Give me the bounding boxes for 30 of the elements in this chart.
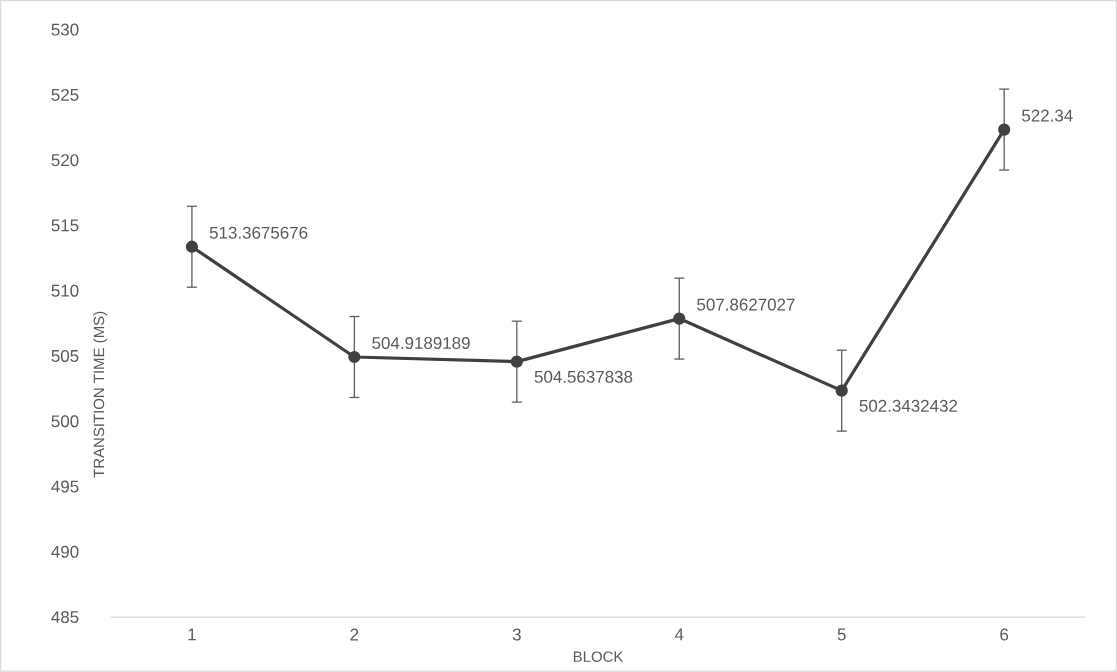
point	[185, 240, 199, 253]
y-tick-label: 510	[51, 284, 79, 297]
data-label: 502.3432432	[859, 400, 958, 412]
x-tick-label: 3	[512, 628, 521, 641]
point	[835, 384, 848, 397]
y-tick-label: 520	[51, 154, 79, 167]
x-tick-label: 6	[1000, 628, 1009, 641]
x-tick-label: 4	[674, 628, 684, 641]
point	[348, 351, 361, 364]
y-axis-title: TRANSITION TIME (MS)	[93, 311, 108, 478]
point	[998, 123, 1011, 136]
y-tick-label: 485	[51, 611, 79, 624]
point	[510, 355, 523, 368]
x-tick-label: 2	[350, 628, 359, 641]
x-axis-title: BLOCK	[573, 651, 624, 663]
point	[673, 312, 686, 325]
y-tick-label: 525	[51, 89, 79, 102]
y-tick-label: 505	[51, 350, 79, 363]
data-label: 522.34	[1022, 109, 1073, 122]
y-tick-label: 490	[51, 545, 79, 558]
x-tick-label: 5	[837, 628, 846, 641]
data-label: 504.5637838	[534, 371, 633, 384]
y-tick-label: 530	[51, 23, 79, 36]
y-tick-label: 495	[51, 480, 79, 493]
data-label: 513.3675676	[209, 226, 308, 239]
x-tick-label: 1	[188, 628, 196, 641]
data-label: 504.9189189	[372, 337, 470, 350]
data-label: 507.8627027	[697, 298, 795, 311]
y-tick-label: 515	[51, 219, 79, 232]
y-tick-label: 500	[51, 415, 79, 428]
